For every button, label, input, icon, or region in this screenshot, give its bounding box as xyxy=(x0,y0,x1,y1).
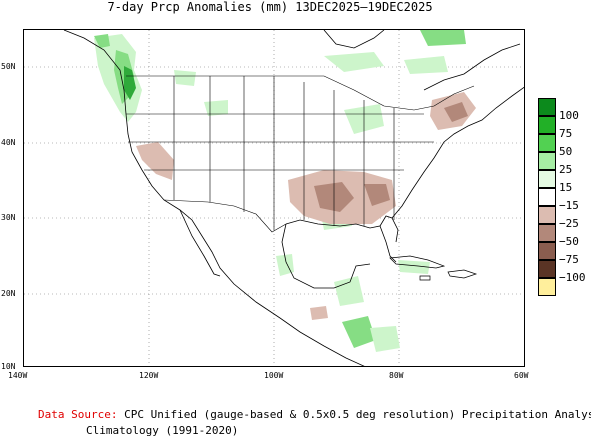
legend-swatch-5 xyxy=(538,170,556,188)
caribbean-islands xyxy=(389,255,478,281)
gulf-coast xyxy=(285,219,397,263)
legend-swatch-8 xyxy=(538,224,556,242)
legend-label-neg75: −75 xyxy=(559,253,579,266)
canada-east xyxy=(423,43,521,91)
legend-swatch-2 xyxy=(538,116,556,134)
florida xyxy=(379,215,399,243)
dry-new-england-core xyxy=(444,102,468,122)
wet-montana xyxy=(204,100,228,116)
dry-anomaly-areas xyxy=(136,92,476,320)
wet-hudson xyxy=(404,56,448,74)
wet-panama xyxy=(370,326,400,352)
lon-label-120w: 120W xyxy=(139,371,159,380)
legend-swatch-11 xyxy=(538,278,556,296)
us-canada-border xyxy=(126,75,475,111)
map-svg xyxy=(24,30,524,366)
wet-mexico-west xyxy=(276,254,294,276)
legend-swatch-7 xyxy=(538,206,556,224)
wet-cuba xyxy=(398,260,430,274)
anomaly-map xyxy=(23,29,525,367)
lon-label-100w: 100W xyxy=(264,371,284,380)
data-source-key: Data Source: xyxy=(38,408,118,421)
legend-swatch-10 xyxy=(538,260,556,278)
dry-southeast-core xyxy=(364,184,390,206)
legend-swatch-6 xyxy=(538,188,556,206)
legend-label-neg50: −50 xyxy=(559,235,579,248)
lat-label-20n: 20N xyxy=(1,289,16,298)
legend-label-15: 15 xyxy=(559,181,573,194)
data-source-text: CPC Unified (gauge-based & 0.5x0.5 deg r… xyxy=(124,408,591,421)
graticule xyxy=(24,30,524,366)
lon-label-140w: 140W xyxy=(8,371,28,380)
coastlines xyxy=(63,30,524,366)
legend-label-25: 25 xyxy=(559,163,573,176)
legend-swatch-1 xyxy=(538,98,556,116)
legend-label-75: 75 xyxy=(559,127,573,140)
legend-label-neg100: −100 xyxy=(559,271,586,284)
legend-label-neg25: −25 xyxy=(559,217,579,230)
legend-swatch-3 xyxy=(538,134,556,152)
wet-coast-dark xyxy=(124,66,136,100)
wet-labrador xyxy=(420,30,466,46)
borders xyxy=(126,75,475,233)
legend-label-100: 100 xyxy=(559,109,579,122)
mexico-gulf xyxy=(281,223,371,289)
wet-yucatan xyxy=(334,276,364,306)
us-mexico-border xyxy=(163,199,287,233)
cuba-outline xyxy=(389,255,446,269)
lat-label-50n: 50N xyxy=(1,62,16,71)
wet-canada-east xyxy=(324,52,384,72)
climatology-note: Climatology (1991-2020) xyxy=(86,424,239,437)
jamaica-outline xyxy=(419,275,431,281)
map-title: 7-day Prcp Anomalies (mm) 13DEC2025–19DE… xyxy=(107,0,433,14)
data-source: Data Source: CPC Unified (gauge-based & … xyxy=(38,408,591,421)
east-coast xyxy=(391,86,524,219)
lon-label-60w: 60W xyxy=(514,371,529,380)
wet-anomaly-areas xyxy=(94,30,466,352)
wet-idaho xyxy=(174,70,196,86)
state-lines xyxy=(126,76,434,230)
dry-california xyxy=(136,142,174,180)
legend-label-neg15: −15 xyxy=(559,199,579,212)
legend-label-50: 50 xyxy=(559,145,573,158)
wet-central-america xyxy=(342,316,376,348)
lat-label-30n: 30N xyxy=(1,213,16,222)
baja xyxy=(179,209,221,277)
lat-label-10n: 10N xyxy=(1,362,16,371)
hispaniola-outline xyxy=(447,269,478,279)
wet-bc-north xyxy=(94,34,110,48)
lon-label-80w: 80W xyxy=(389,371,404,380)
legend-swatch-4 xyxy=(538,152,556,170)
legend-swatch-9 xyxy=(538,242,556,260)
hudson-bay xyxy=(323,30,385,49)
dry-oaxaca xyxy=(310,306,328,320)
lat-label-40n: 40N xyxy=(1,138,16,147)
